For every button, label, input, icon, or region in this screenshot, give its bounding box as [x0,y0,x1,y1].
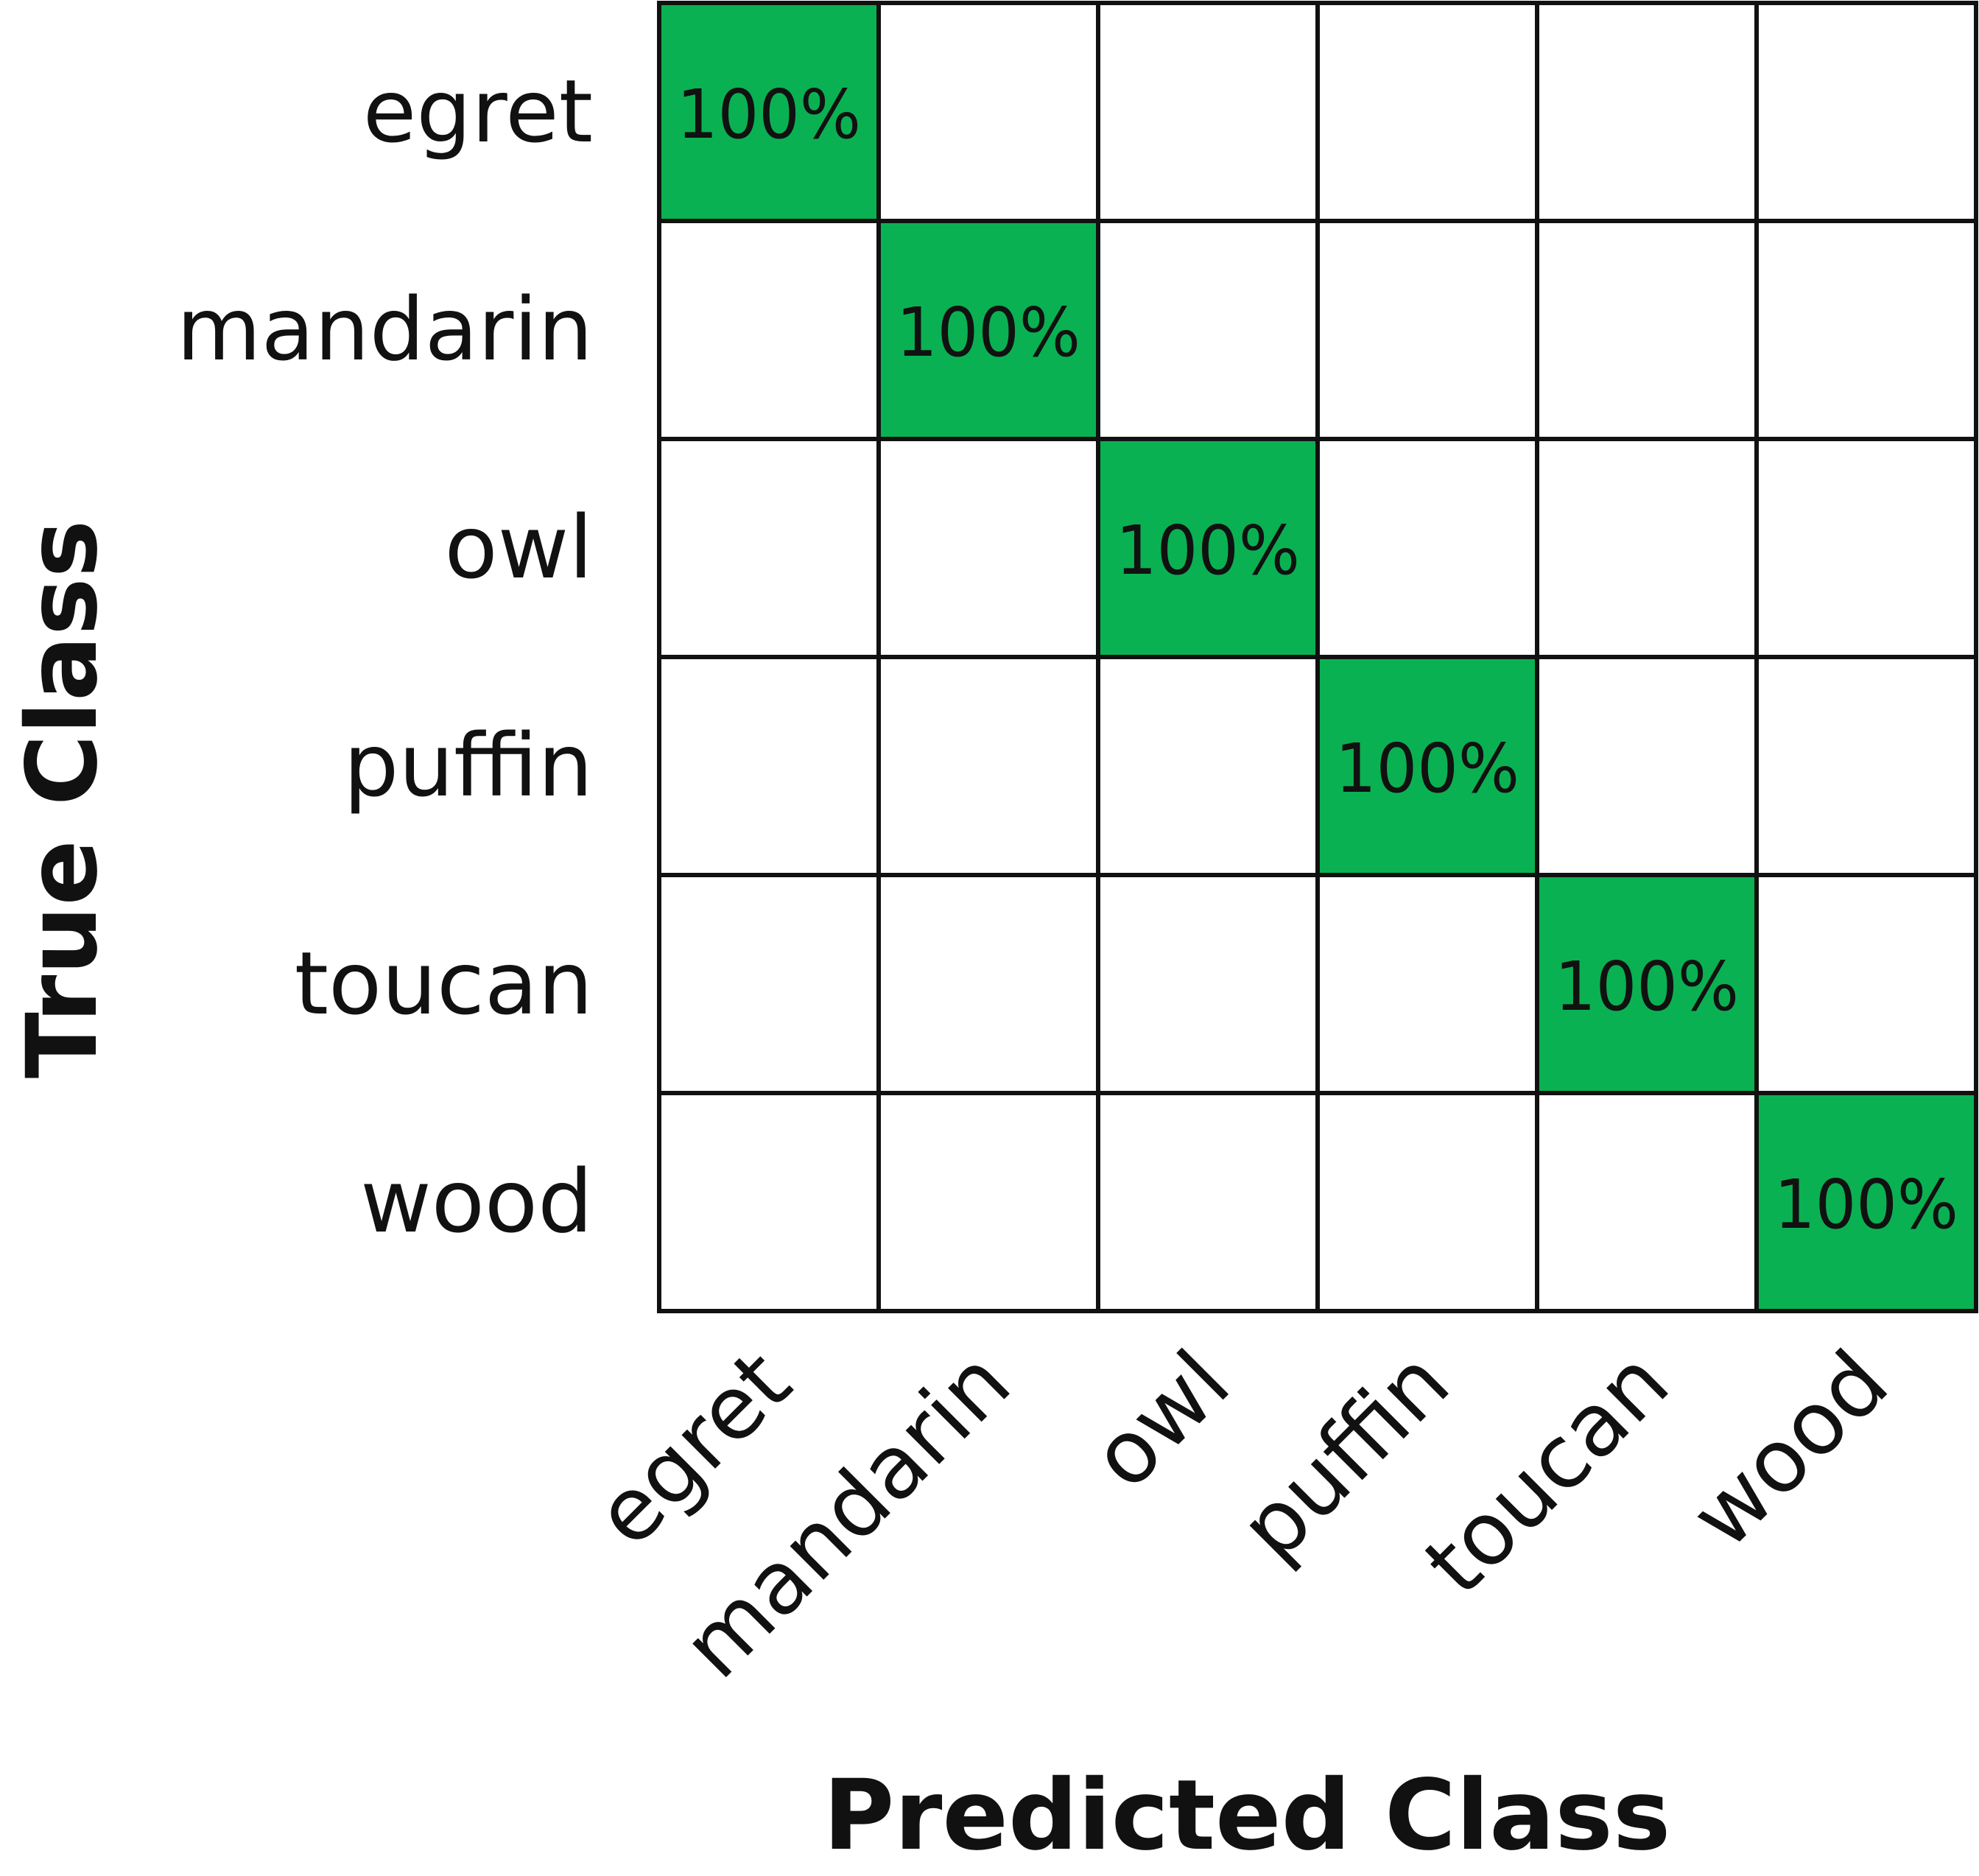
cell-value-label: 100% [1774,1165,1958,1244]
cell-value-label: 100% [1335,729,1519,808]
y-tick-label-toucan: toucan [295,932,593,1034]
y-axis-tick-labels: egret mandarin owl puffin toucan wood [177,60,593,1252]
y-tick-label-owl: owl [445,496,594,598]
matrix-cell-wood-egret [657,1091,881,1313]
matrix-cell-egret-egret [657,1,881,223]
matrix-cell-mandarin-puffin [1315,219,1539,441]
matrix-cell-owl-owl [1096,437,1320,659]
matrix-cell-toucan-mandarin [876,873,1100,1095]
matrix-cell-toucan-puffin [1315,873,1539,1095]
matrix-cell-mandarin-mandarin [876,219,1100,441]
matrix-cell-toucan-owl [1096,873,1320,1095]
matrix-cell-toucan-wood [1754,873,1978,1095]
matrix-cell-puffin-owl [1096,655,1320,877]
matrix-cell-owl-egret [657,437,881,659]
matrix-cell-egret-mandarin [876,1,1100,223]
matrix-cell-owl-wood [1754,437,1978,659]
matrix-cell-mandarin-owl [1096,219,1320,441]
matrix-cell-egret-owl [1096,1,1320,223]
x-tick-label-owl: owl [1072,1331,1249,1508]
matrix-cell-toucan-egret [657,873,881,1095]
matrix-cell-wood-owl [1096,1091,1320,1313]
matrix-cell-puffin-egret [657,655,881,877]
matrix-cell-egret-puffin [1315,1,1539,223]
x-tick-label-wood: wood [1671,1331,1908,1567]
matrix-cell-mandarin-egret [657,219,881,441]
matrix-cell-mandarin-toucan [1535,219,1759,441]
y-tick-label-wood: wood [360,1150,593,1252]
cell-value-label: 100% [677,75,861,154]
cell-value-label: 100% [1555,947,1739,1026]
matrix-cell-puffin-wood [1754,655,1978,877]
matrix-cell-puffin-mandarin [876,655,1100,877]
matrix-cell-egret-toucan [1535,1,1759,223]
matrix-cell-owl-puffin [1315,437,1539,659]
matrix-cell-wood-puffin [1315,1091,1539,1313]
x-axis-title: Predicted Class [823,1759,1671,1872]
matrix-cell-egret-wood [1754,1,1978,223]
matrix-cells [657,1,1978,1313]
cell-value-label: 100% [896,293,1080,372]
matrix-cell-mandarin-wood [1754,219,1978,441]
y-axis-title: True Class [6,520,119,1078]
matrix-cell-wood-wood [1754,1091,1978,1313]
matrix-cell-labels: 100% 100% 100% 100% 100% 100% [677,75,1958,1244]
matrix-cell-owl-mandarin [876,437,1100,659]
matrix-cell-wood-mandarin [876,1091,1100,1313]
y-tick-label-puffin: puffin [343,714,593,816]
y-tick-label-egret: egret [363,60,593,162]
matrix-cell-puffin-toucan [1535,655,1759,877]
y-tick-label-mandarin: mandarin [177,278,593,380]
x-tick-label-toucan: toucan [1405,1331,1688,1614]
matrix-cell-wood-toucan [1535,1091,1759,1313]
cell-value-label: 100% [1116,511,1300,590]
matrix-cell-owl-toucan [1535,437,1759,659]
